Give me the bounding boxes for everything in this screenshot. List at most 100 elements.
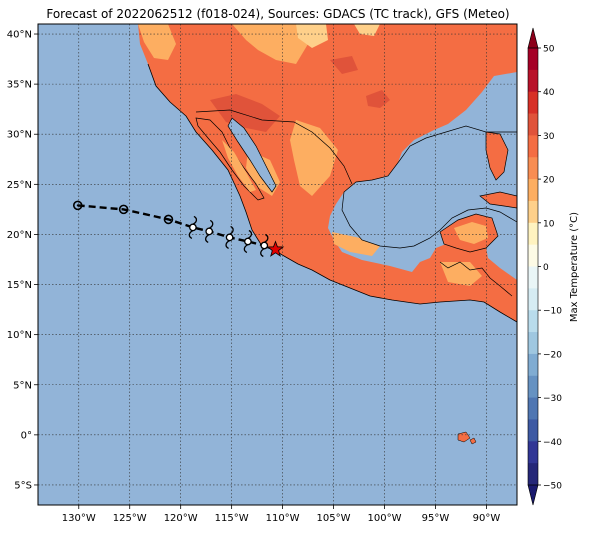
colorbar-segment [528,179,538,202]
y-tick-label: 30°N [7,130,32,141]
land-cool-region [232,24,308,64]
land-cool-region [138,24,176,60]
cyclone-arm [260,248,265,258]
colorbar-segment [528,397,538,420]
colorbar-tick-label: 40 [543,88,555,98]
land-hot-spot [330,56,358,74]
colorbar-tick-label: −20 [543,350,562,360]
colorbar-segment [528,375,538,398]
land-hot-spot [210,94,280,132]
cyclone-arm [208,219,214,229]
colorbar-tick-label: −10 [543,307,562,317]
x-tick-label: 125°W [113,513,147,524]
cyclone-symbol-icon [225,225,234,249]
y-tick-label: 25°N [7,180,32,191]
x-tick-label: 105°W [317,513,351,524]
y-tick-label: 40°N [7,30,32,41]
colorbar-segment [528,244,538,267]
figure-title: Forecast of 2022062512 (f018-024), Sourc… [46,7,509,21]
cyclone-symbol-icon [260,233,269,258]
colorbar-tick-label: −50 [543,482,562,492]
colorbar-segment [528,310,538,333]
colorbar-segment [528,48,538,71]
x-tick-label: 115°W [215,513,249,524]
cyclone-symbol-icon [188,215,198,239]
cyclone-arm [225,240,230,249]
x-tick-label: 120°W [164,513,198,524]
y-tick-label: 20°N [7,230,32,241]
x-axis-ticks: 130°W 125°W 120°W 115°W 110°W 105°W 100°W 95°W 9… [62,505,501,524]
land-very-cool-region [296,24,328,48]
cyclone-symbol-icon [205,219,214,243]
cyclone-arm [188,230,194,239]
central-america-border [439,261,513,297]
colorbar-segment [528,157,538,180]
colorbar-segment [528,113,538,136]
x-tick-label: 100°W [368,513,402,524]
baja-cool-strip [222,140,256,192]
colorbar-tick-label: 50 [543,45,555,55]
colorbar-segment [528,353,538,377]
land-cool-region [332,232,380,256]
x-tick-label: 110°W [266,513,300,524]
colorbar-segment [528,91,538,114]
colorbar-segment [528,266,538,289]
colorbar: 50 40 30 20 10 0 −10 −20 −30 −40 −50 [527,27,562,506]
colorbar-tick-label: −30 [543,394,562,404]
land-hot-spot [366,90,390,108]
cyclone-arm [205,234,210,243]
past-position-dot [167,218,170,221]
colorbar-tick-label: 10 [543,219,555,229]
colorbar-label: Max Temperature (°C) [569,212,580,322]
cyclone-eye [189,223,197,232]
y-tick-label: 5°N [13,380,32,391]
x-tick-label: 95°W [422,513,450,524]
colorbar-segment [528,222,538,246]
colorbar-tick-label: 20 [543,176,555,186]
past-position-marker [163,214,174,225]
y-tick-label: 0° [21,430,32,441]
cyclone-eye [225,233,234,242]
land-cool-region [440,262,482,286]
cyclone-arm [263,233,269,243]
current-position-star-icon [266,240,285,257]
colorbar-segment [528,288,538,311]
gulf-of-mexico [341,125,517,249]
colorbar-extend-high [527,27,539,49]
cyclone-symbol-icon [243,229,253,254]
cuba [479,191,517,209]
us-mexico-border [195,109,353,185]
colorbar-tick-label: 30 [543,132,555,142]
x-tick-label: 130°W [62,513,96,524]
colorbar-extend-low [527,484,539,506]
past-position-dot [122,208,125,211]
y-axis-ticks: 40°N 35°N 30°N 25°N 20°N 15°N 10°N 5°N 0° 5°S [7,30,38,491]
colorbar-segment [528,135,538,158]
y-tick-label: 35°N [7,80,32,91]
colorbar-segment [528,332,538,355]
past-position-marker [72,200,83,211]
cyclone-arm [247,229,253,239]
y-tick-label: 10°N [7,330,32,341]
cyclone-eye [260,241,269,250]
y-tick-label: 5°S [14,480,32,491]
cyclone-arm [229,225,234,235]
x-tick-label: 90°W [473,513,501,524]
tc-track [72,200,285,258]
colorbar-segment [528,463,538,486]
y-tick-label: 15°N [7,280,32,291]
cyclone-arm [243,244,249,254]
past-position-dot [76,204,79,207]
colorbar-tick-label: 0 [543,263,549,273]
colorbar-segment [528,419,538,442]
colorbar-segment [528,441,538,464]
map-frame [37,23,518,506]
yucatan-cool-area [454,222,488,244]
land-very-cool-region [354,24,380,36]
coastline [147,63,517,323]
gulf-of-california [227,117,277,193]
cyclone-eye [205,227,214,236]
colorbar-tick-label: −40 [543,438,562,448]
